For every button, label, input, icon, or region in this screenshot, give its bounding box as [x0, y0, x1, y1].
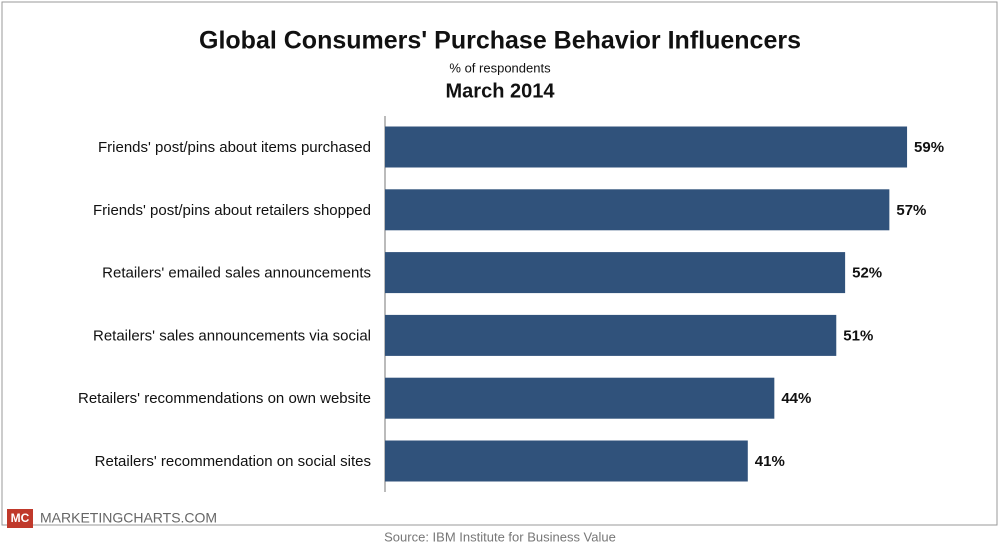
logo: MC: [11, 511, 30, 525]
category-label: Friends' post/pins about retailers shopp…: [93, 202, 371, 219]
bar: [385, 252, 846, 294]
category-label: Retailers' recommendation on social site…: [95, 453, 371, 470]
bar: [385, 126, 908, 168]
value-label: 59%: [914, 139, 944, 156]
source: Source: IBM Institute for Business Value: [384, 529, 616, 544]
value-label: 52%: [852, 265, 882, 282]
category-label: Retailers' sales announcements via socia…: [93, 327, 371, 344]
bar: [385, 440, 748, 482]
value-label: 44%: [781, 390, 811, 407]
chart-title: Global Consumers' Purchase Behavior Infl…: [199, 27, 801, 55]
chart-subtitle: % of respondents: [449, 60, 551, 75]
brand: MARKETINGCHARTS.COM: [40, 510, 217, 526]
category-label: Retailers' emailed sales announcements: [102, 265, 371, 282]
logo-box: [7, 509, 33, 528]
value-label: 41%: [755, 453, 785, 470]
bar: [385, 314, 837, 356]
value-label: 51%: [843, 327, 873, 344]
value-label: 57%: [896, 202, 926, 219]
category-label: Retailers' recommendations on own websit…: [78, 390, 371, 407]
bar: [385, 189, 890, 231]
chart-date: March 2014: [446, 80, 556, 102]
category-label: Friends' post/pins about items purchased: [98, 139, 371, 156]
bar: [385, 377, 775, 419]
